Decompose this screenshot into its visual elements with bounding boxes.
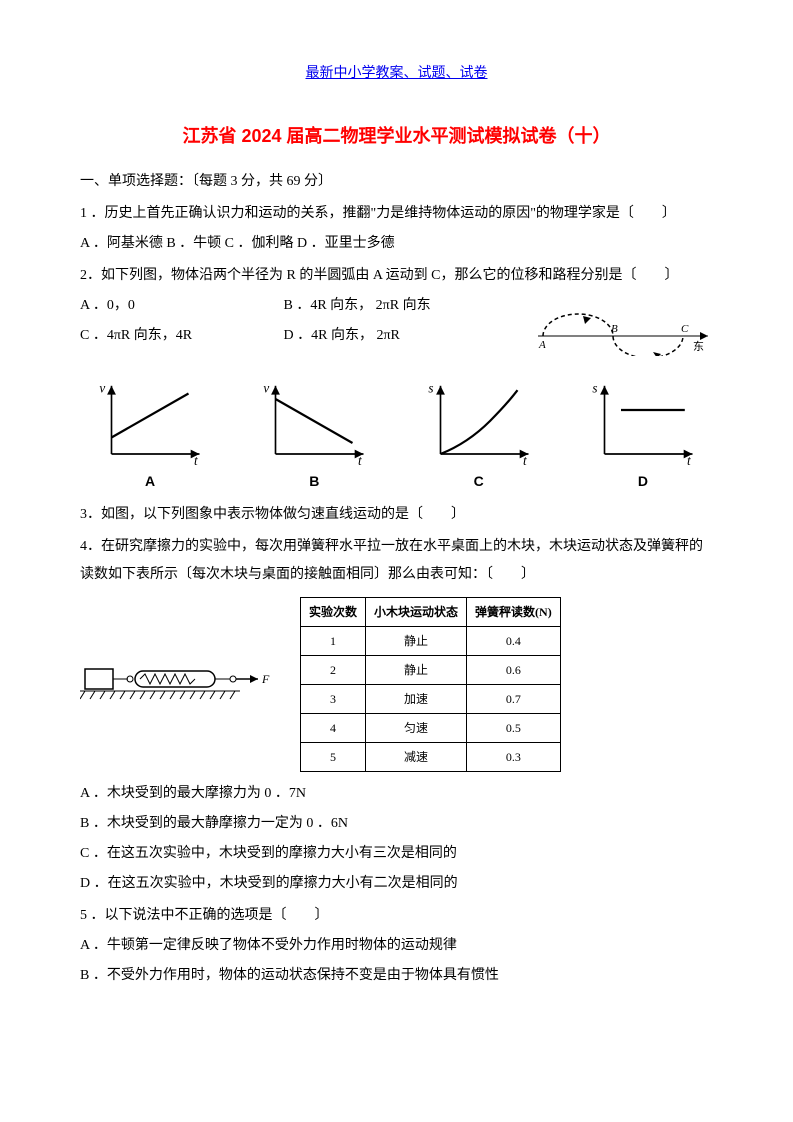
exam-title: 江苏省 2024 届高二物理学业水平测试模拟试卷（十） [80, 118, 713, 154]
table-header: 实验次数 [301, 598, 366, 627]
graph-c-ylabel: s [428, 380, 433, 395]
question-3-graphs: v t A v t B s [80, 377, 713, 495]
table-cell: 匀速 [366, 714, 467, 743]
semicircle-path-diagram: A B C 东 [533, 296, 713, 367]
table-cell: 0.5 [467, 714, 561, 743]
question-4-option-b: B ．木块受到的最大静摩擦力一定为 0 ．6N [80, 810, 713, 838]
question-1-options: A ．阿基米德 B ．牛顿 C ．伽利略 D ．亚里士多德 [80, 230, 713, 258]
diagram-label-east: 东 [693, 340, 704, 353]
question-1: 1 ．历史上首先正确认识力和运动的关系，推翻"力是维持物体运动的原因"的物理学家… [80, 200, 713, 258]
graph-d-cell: s t D [583, 377, 703, 495]
header-link: 最新中小学教案、试题、试卷 [80, 60, 713, 88]
question-5: 5 ．以下说法中不正确的选项是〔 〕 A ．牛顿第一定律反映了物体不受外力作用时… [80, 902, 713, 990]
graph-a-ylabel: v [99, 380, 105, 395]
table-row: 4匀速0.5 [301, 714, 561, 743]
graph-d-ylabel: s [592, 380, 597, 395]
table-header: 小木块运动状态 [366, 598, 467, 627]
graph-b-cell: v t B [254, 377, 374, 495]
table-cell: 0.3 [467, 743, 561, 772]
graph-a-icon: v t [95, 377, 205, 465]
table-row: 1静止0.4 [301, 627, 561, 656]
question-2: 2．如下列图，物体沿两个半径为 R 的半圆弧由 A 运动到 C，那么它的位移和路… [80, 262, 713, 367]
question-2-option-b: B ．4R 向东， 2πR 向东 [284, 298, 431, 313]
graph-b-icon: v t [259, 377, 369, 465]
diagram-label-a: A [538, 339, 546, 351]
question-2-option-d: D ．4R 向东， 2πR [284, 328, 400, 343]
graph-c-cell: s t C [419, 377, 539, 495]
graph-c-xlabel: t [523, 453, 527, 465]
diagram-label-b: B [611, 323, 618, 335]
table-cell: 减速 [366, 743, 467, 772]
table-row: 3加速0.7 [301, 685, 561, 714]
section-one-heading: 一、单项选择题：〔每题 3 分，共 69 分〕 [80, 168, 713, 196]
question-2-text: 2．如下列图，物体沿两个半径为 R 的半圆弧由 A 运动到 C，那么它的位移和路… [80, 262, 713, 290]
question-5-option-a: A ．牛顿第一定律反映了物体不受外力作用时物体的运动规律 [80, 932, 713, 960]
force-label: F [261, 672, 270, 686]
graph-c-label: C [474, 467, 484, 495]
page: 最新中小学教案、试题、试卷 江苏省 2024 届高二物理学业水平测试模拟试卷（十… [0, 0, 793, 1122]
table-cell: 0.4 [467, 627, 561, 656]
question-3-text: 3．如图，以下列图象中表示物体做匀速直线运动的是〔 〕 [80, 501, 713, 529]
question-4-text: 4．在研究摩擦力的实验中，每次用弹簧秤水平拉一放在水平桌面上的木块，木块运动状态… [80, 533, 713, 589]
table-cell: 静止 [366, 656, 467, 685]
table-cell: 0.7 [467, 685, 561, 714]
question-5-option-b: B ．不受外力作用时，物体的运动状态保持不变是由于物体具有惯性 [80, 962, 713, 990]
graph-d-icon: s t [588, 377, 698, 465]
graph-b-ylabel: v [264, 380, 270, 395]
graph-a-label: A [145, 467, 155, 495]
question-2-option-c: C ．4πR 向东，4R [80, 322, 280, 350]
table-cell: 0.6 [467, 656, 561, 685]
experiment-table: 实验次数 小木块运动状态 弹簧秤读数(N) 1静止0.42静止0.63加速0.7… [300, 597, 561, 772]
question-4-option-c: C ．在这五次实验中，木块受到的摩擦力大小有三次是相同的 [80, 840, 713, 868]
table-row: 2静止0.6 [301, 656, 561, 685]
diagram-label-c: C [681, 323, 689, 335]
table-row: 5减速0.3 [301, 743, 561, 772]
table-cell: 1 [301, 627, 366, 656]
graph-a-cell: v t A [90, 377, 210, 495]
table-header-row: 实验次数 小木块运动状态 弹簧秤读数(N) [301, 598, 561, 627]
graph-d-label: D [638, 467, 648, 495]
table-cell: 4 [301, 714, 366, 743]
question-2-option-a: A ．0，0 [80, 292, 280, 320]
table-header: 弹簧秤读数(N) [467, 598, 561, 627]
question-4-option-a: A ．木块受到的最大摩擦力为 0 ．7N [80, 780, 713, 808]
graph-a-xlabel: t [194, 453, 198, 465]
graph-b-xlabel: t [358, 453, 362, 465]
table-cell: 3 [301, 685, 366, 714]
graph-c-icon: s t [424, 377, 534, 465]
question-2-option-row2: C ．4πR 向东，4R D ．4R 向东， 2πR [80, 322, 525, 350]
table-cell: 5 [301, 743, 366, 772]
graph-b-label: B [309, 467, 319, 495]
question-4: 4．在研究摩擦力的实验中，每次用弹簧秤水平拉一放在水平桌面上的木块，木块运动状态… [80, 533, 713, 898]
table-cell: 静止 [366, 627, 467, 656]
table-cell: 2 [301, 656, 366, 685]
table-cell: 加速 [366, 685, 467, 714]
graph-d-xlabel: t [687, 453, 691, 465]
question-5-text: 5 ．以下说法中不正确的选项是〔 〕 [80, 902, 713, 930]
question-4-option-d: D ．在这五次实验中，木块受到的摩擦力大小有二次是相同的 [80, 870, 713, 898]
question-1-text: 1 ．历史上首先正确认识力和运动的关系，推翻"力是维持物体运动的原因"的物理学家… [80, 200, 713, 228]
spring-scale-diagram: F [80, 649, 280, 720]
question-2-option-row1: A ．0，0 B ．4R 向东， 2πR 向东 [80, 292, 525, 320]
